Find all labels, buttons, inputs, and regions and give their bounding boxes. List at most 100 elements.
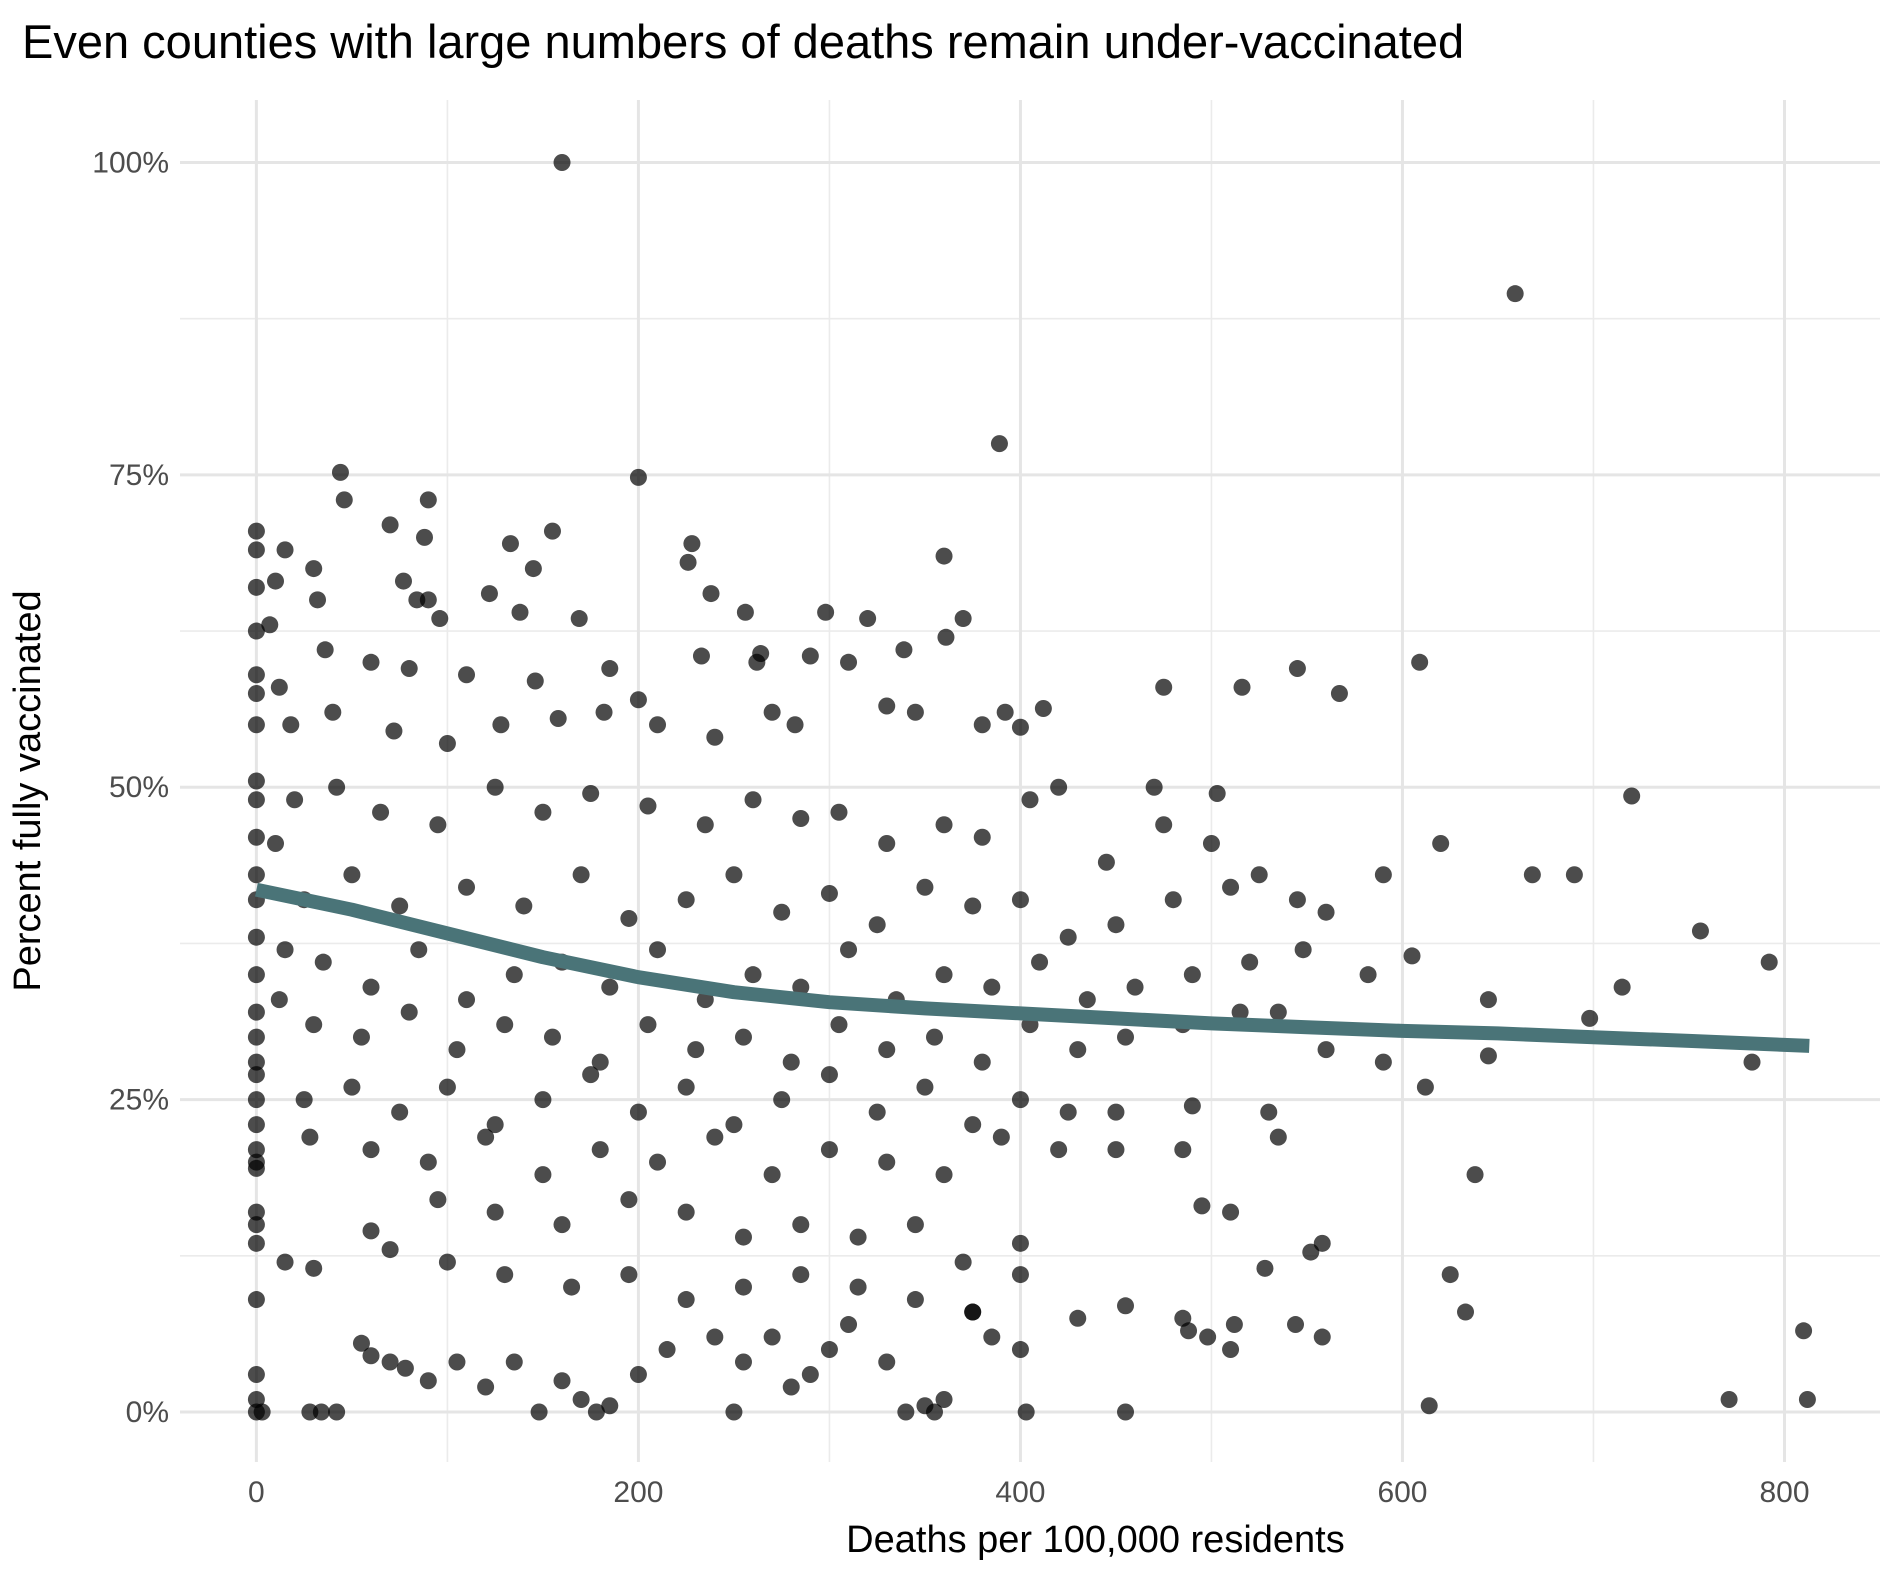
data-point	[438, 1253, 456, 1271]
data-point	[419, 491, 437, 509]
data-point	[734, 1353, 752, 1371]
data-point	[878, 1041, 896, 1059]
data-point	[396, 1359, 414, 1377]
data-point	[267, 572, 285, 590]
data-point	[736, 603, 754, 621]
data-point	[316, 641, 334, 659]
data-point	[1313, 1328, 1331, 1346]
data-point	[1420, 1397, 1438, 1415]
data-point	[247, 1159, 265, 1177]
data-point	[247, 541, 265, 559]
data-point	[1155, 678, 1173, 696]
x-tick-label: 400	[995, 1476, 1045, 1509]
data-point	[763, 1328, 781, 1346]
data-point	[385, 722, 403, 740]
x-tick-label: 0	[248, 1476, 265, 1509]
data-point	[792, 1216, 810, 1234]
data-point	[1798, 1391, 1816, 1409]
data-point	[400, 660, 418, 678]
data-point	[247, 1116, 265, 1134]
data-point	[763, 1166, 781, 1184]
data-point	[649, 1153, 667, 1171]
data-point	[629, 1103, 647, 1121]
data-point	[990, 435, 1008, 453]
data-point	[270, 991, 288, 1009]
x-axis-title: Deaths per 100,000 residents	[846, 1519, 1345, 1561]
data-point	[744, 791, 762, 809]
data-point	[247, 1216, 265, 1234]
data-point	[1317, 1041, 1335, 1059]
data-point	[820, 1141, 838, 1159]
data-point	[677, 891, 695, 909]
y-tick-label: 0%	[126, 1396, 169, 1429]
data-point	[247, 1091, 265, 1109]
data-point	[486, 1116, 504, 1134]
data-point	[906, 1216, 924, 1234]
data-point	[1222, 1341, 1240, 1359]
data-point	[983, 1328, 1001, 1346]
data-point	[639, 797, 657, 815]
data-point	[438, 1078, 456, 1096]
data-point	[534, 1091, 552, 1109]
data-point	[563, 1278, 581, 1296]
data-point	[572, 866, 590, 884]
data-point	[1623, 787, 1641, 805]
x-tick-label: 600	[1377, 1476, 1427, 1509]
data-point	[792, 1266, 810, 1284]
data-point	[276, 541, 294, 559]
data-point	[801, 647, 819, 665]
data-point	[792, 978, 810, 996]
data-point	[820, 1341, 838, 1359]
data-point	[992, 1128, 1010, 1146]
data-point	[801, 1366, 819, 1384]
data-point	[1760, 953, 1778, 971]
data-point	[492, 716, 510, 734]
data-point	[247, 828, 265, 846]
y-axis-ticks: 0% 25% 50% 75% 100%	[92, 146, 169, 1429]
data-point	[247, 1366, 265, 1384]
data-point	[925, 1028, 943, 1046]
data-point	[964, 1303, 982, 1321]
data-point	[543, 522, 561, 540]
data-point	[817, 603, 835, 621]
data-point	[419, 1153, 437, 1171]
data-point	[1411, 653, 1429, 671]
data-point	[620, 1191, 638, 1209]
data-point	[973, 828, 991, 846]
data-point	[270, 678, 288, 696]
data-point	[1441, 1266, 1459, 1284]
data-point	[725, 1403, 743, 1421]
data-point	[324, 703, 342, 721]
data-point	[683, 535, 701, 553]
data-point	[687, 1041, 705, 1059]
data-point	[878, 1353, 896, 1371]
data-point	[247, 1003, 265, 1021]
trend-line	[254, 882, 1810, 1053]
data-point	[1269, 1003, 1287, 1021]
data-point	[620, 1266, 638, 1284]
data-point	[937, 628, 955, 646]
data-point	[677, 1291, 695, 1309]
data-point	[773, 903, 791, 921]
data-point	[1743, 1053, 1761, 1071]
data-point	[458, 878, 476, 896]
data-point	[429, 816, 447, 834]
data-point	[505, 1353, 523, 1371]
data-point	[391, 897, 409, 915]
data-point	[1059, 1103, 1077, 1121]
data-point	[312, 1403, 330, 1421]
data-point	[295, 1091, 313, 1109]
data-point	[511, 603, 529, 621]
data-point	[973, 716, 991, 734]
data-point	[1479, 1047, 1497, 1065]
data-point	[431, 610, 449, 628]
data-point	[1050, 778, 1068, 796]
data-point	[261, 616, 279, 634]
data-point	[830, 803, 848, 821]
data-point	[305, 1259, 323, 1277]
data-point	[1164, 891, 1182, 909]
data-point	[996, 703, 1014, 721]
data-point	[1180, 1322, 1198, 1340]
data-point	[343, 866, 361, 884]
